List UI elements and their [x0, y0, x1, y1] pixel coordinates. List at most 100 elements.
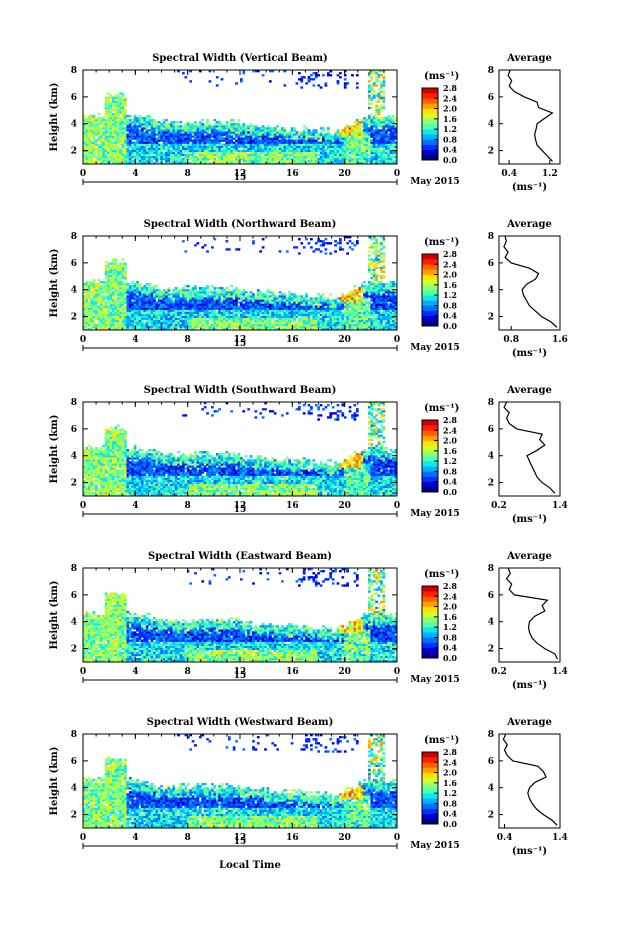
heatmap-cell [107, 139, 110, 142]
heatmap-cell [326, 143, 330, 146]
heatmap-cell [153, 161, 156, 165]
heatmap-cell [276, 295, 279, 298]
heatmap-cell [254, 151, 258, 155]
heatmap-cell [124, 131, 127, 134]
heatmap-cell [211, 325, 214, 329]
heatmap-cell [114, 262, 118, 265]
heatmap-cell [157, 315, 161, 319]
heatmap-cell [334, 147, 337, 150]
heatmap-cell [189, 315, 192, 319]
heatmap-cell [167, 125, 171, 128]
heatmap-cell [119, 110, 122, 114]
heatmap-cell [191, 139, 195, 142]
heatmap-cell [377, 125, 381, 128]
heatmap-cell [346, 133, 349, 136]
heatmap-cell [341, 143, 345, 146]
heatmap-cell [150, 153, 154, 157]
heatmap-cell [203, 309, 207, 312]
heatmap-cell [172, 303, 176, 306]
heatmap-cell [261, 74, 265, 77]
heatmap-cell [293, 246, 296, 249]
heatmap-cell [116, 149, 120, 153]
heatmap-cell [121, 301, 125, 304]
heatmap-cell [203, 299, 207, 302]
heatmap-cell [131, 315, 135, 319]
heatmap-cell [138, 119, 142, 122]
heatmap-cell [109, 276, 113, 280]
heatmap-cell [225, 131, 229, 134]
heatmap-cell [119, 293, 122, 296]
heatmap-cell [169, 129, 173, 132]
heatmap-cell [232, 315, 236, 319]
heatmap-cell [346, 135, 349, 138]
heatmap-cell [254, 157, 258, 161]
average-profile-line [507, 69, 554, 162]
heatmap-cell [230, 315, 234, 319]
heatmap-cell [249, 325, 253, 329]
heatmap-cell [259, 325, 263, 329]
heatmap-cell [242, 293, 246, 296]
heatmap-cell [273, 155, 277, 159]
heatmap-cell [278, 155, 282, 159]
heatmap-cell [351, 141, 354, 144]
heatmap-cell [339, 147, 342, 150]
heatmap-cell [305, 323, 308, 327]
heatmap-cell [177, 145, 180, 148]
heatmap-cell [90, 159, 93, 163]
heatmap-cell [232, 125, 236, 128]
heatmap-cell [305, 149, 308, 153]
heatmap-cell [172, 313, 176, 316]
heatmap-cell [227, 305, 231, 308]
heatmap-cell [111, 270, 115, 274]
heatmap-cell [213, 161, 217, 165]
heatmap-cell [109, 104, 113, 108]
heatmap-cell [83, 114, 86, 118]
heatmap-cell [104, 305, 108, 308]
heatmap-cell [237, 309, 241, 312]
heatmap-cell [281, 129, 284, 132]
heatmap-cell [283, 131, 287, 134]
heatmap-cell [203, 289, 207, 292]
heatmap-cell [307, 135, 311, 138]
heatmap-cell [116, 291, 120, 294]
heatmap-cell [365, 121, 369, 124]
heatmap-cell [119, 129, 122, 132]
heatmap-cell [300, 297, 304, 300]
heatmap-cell [256, 323, 260, 327]
heatmap-cell [312, 157, 316, 161]
heatmap-cell [300, 303, 304, 306]
heatmap-cell [235, 155, 238, 159]
heatmap-cell [261, 295, 265, 298]
heatmap-cell [121, 131, 125, 134]
heatmap-cell [317, 240, 321, 243]
heatmap-cell [336, 141, 340, 144]
heatmap-cell [271, 149, 275, 153]
heatmap-cell [95, 303, 98, 306]
heatmap-cell [319, 319, 323, 323]
heatmap-cell [174, 143, 178, 146]
heatmap-cell [128, 133, 132, 136]
heatmap-cell [114, 155, 118, 159]
heatmap-cell [104, 291, 108, 294]
heatmap-cell [218, 133, 221, 136]
heatmap-cell [232, 291, 236, 294]
heatmap-cell [254, 137, 258, 140]
heatmap-cell [157, 155, 161, 159]
heatmap-cell [169, 311, 173, 314]
heatmap-cell [365, 125, 369, 128]
heatmap-cell [259, 305, 263, 308]
heatmap-cell [133, 141, 137, 144]
heatmap-cell [114, 311, 118, 314]
heatmap-cell [249, 291, 253, 294]
heatmap-cell [336, 80, 340, 83]
heatmap-cell [326, 151, 330, 155]
heatmap-cell [343, 141, 347, 144]
heatmap-cell [314, 76, 318, 79]
heatmap-cell [109, 315, 113, 319]
heatmap-cell [351, 125, 354, 128]
heatmap-cell [237, 315, 241, 319]
heatmap-cell [203, 317, 207, 321]
heatmap-cell [203, 129, 207, 132]
heatmap-cell [310, 159, 313, 163]
heatmap-cell [319, 327, 323, 331]
